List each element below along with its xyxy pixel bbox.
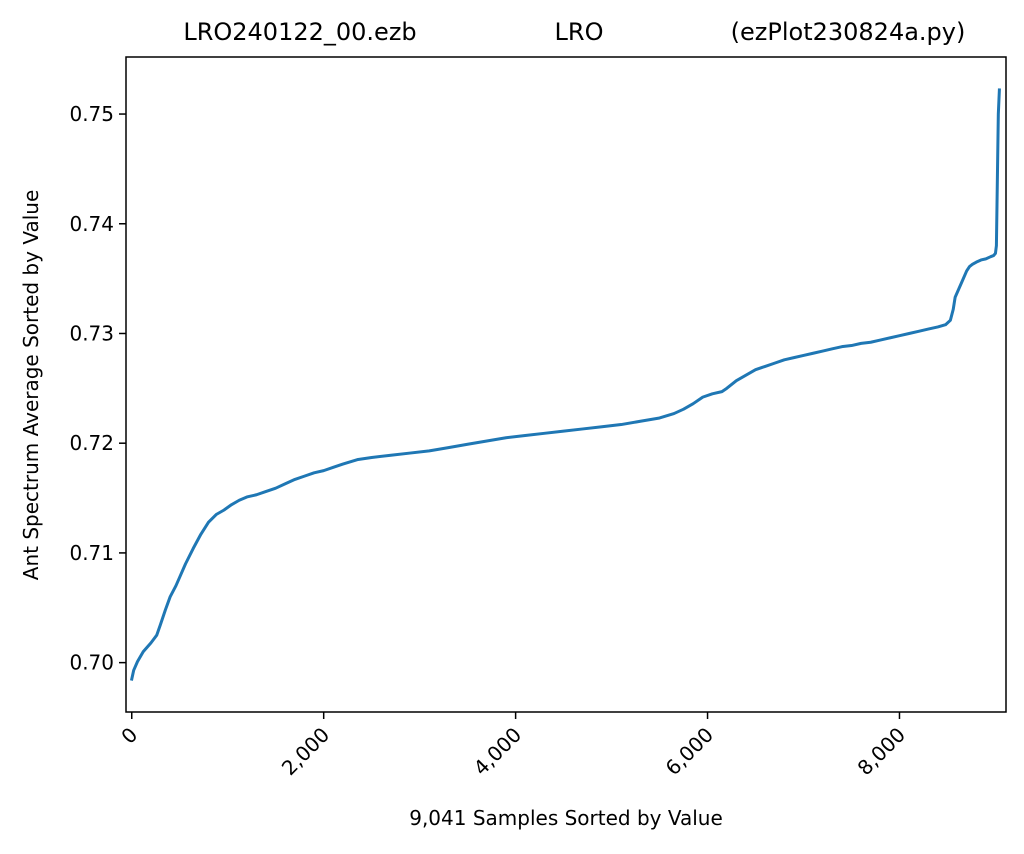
plot-layer — [125, 56, 1007, 713]
x-tick-label: 2,000 — [277, 723, 334, 780]
x-tick-label: 8,000 — [853, 723, 910, 780]
x-tick-label: 0 — [116, 723, 142, 749]
y-axis-label: Ant Spectrum Average Sorted by Value — [19, 190, 43, 580]
series-line — [129, 88, 1001, 681]
chart-title-left: LRO240122_00.ezb — [183, 18, 416, 46]
y-tick-label: 0.71 — [69, 541, 114, 565]
x-axis-label: 9,041 Samples Sorted by Value — [409, 806, 723, 830]
x-tick-label: 6,000 — [661, 723, 718, 780]
y-tick-label: 0.70 — [69, 651, 114, 675]
y-tick-label: 0.75 — [69, 102, 114, 126]
y-tick-label: 0.73 — [69, 321, 114, 345]
y-tick-label: 0.74 — [69, 212, 114, 236]
y-tick-label: 0.72 — [69, 431, 114, 455]
chart-title-right: (ezPlot230824a.py) — [731, 18, 966, 46]
plot-frame — [125, 56, 1007, 713]
chart-title-center: LRO — [555, 18, 604, 46]
x-tick-label: 4,000 — [469, 723, 526, 780]
